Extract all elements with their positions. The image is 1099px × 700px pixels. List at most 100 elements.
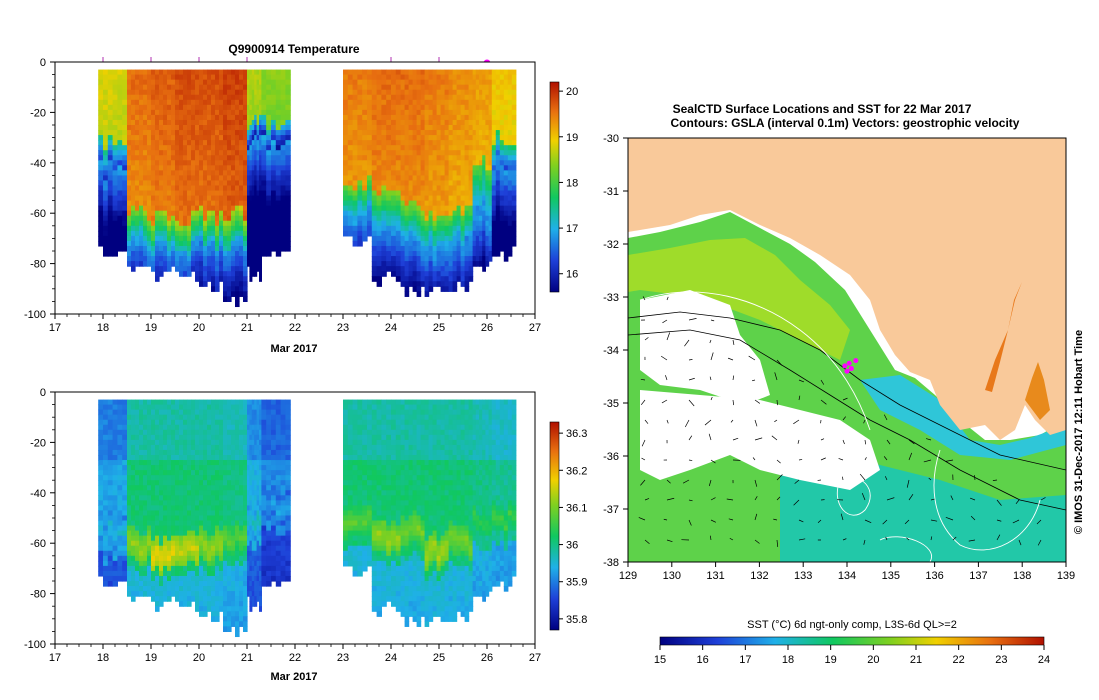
salinity-cell bbox=[127, 475, 132, 481]
temperature-cell bbox=[259, 94, 262, 101]
temperature-cell bbox=[456, 256, 462, 262]
salinity-cell bbox=[167, 465, 172, 471]
temperature-cell bbox=[436, 256, 442, 262]
salinity-cell bbox=[107, 429, 114, 436]
salinity-cell bbox=[135, 575, 140, 582]
temperature-cell bbox=[511, 240, 517, 247]
salinity-cell bbox=[199, 565, 204, 572]
temperature-cell bbox=[203, 89, 208, 96]
temperature-cell bbox=[352, 114, 358, 121]
temperature-cell bbox=[347, 130, 354, 136]
salinity-cell bbox=[191, 565, 196, 572]
temperature-cell bbox=[187, 245, 192, 252]
salinity-cell bbox=[191, 555, 196, 562]
temperature-cell bbox=[479, 225, 483, 232]
temperature-cell bbox=[261, 74, 267, 81]
salinity-cell bbox=[179, 455, 184, 461]
salinity-cell bbox=[127, 525, 132, 532]
temperature-cell bbox=[151, 195, 156, 202]
temperature-cell bbox=[285, 215, 291, 222]
temperature-cell bbox=[167, 74, 172, 81]
temperature-cell bbox=[195, 114, 200, 121]
temperature-cell bbox=[219, 74, 224, 81]
temperature-cell bbox=[171, 140, 176, 146]
temperature-cell bbox=[280, 150, 286, 156]
salinity-cell bbox=[103, 500, 109, 506]
temperature-cell bbox=[280, 170, 286, 176]
temperature-cell bbox=[464, 150, 470, 156]
temperature-cell bbox=[183, 69, 188, 76]
salinity-cell bbox=[122, 439, 128, 446]
temperature-cell bbox=[239, 210, 244, 217]
temperature-cell bbox=[139, 220, 144, 227]
temperature-cell bbox=[499, 140, 505, 146]
salinity-cell bbox=[171, 460, 176, 466]
temperature-cell bbox=[503, 150, 509, 156]
salinity-cell bbox=[195, 591, 200, 597]
temperature-cell bbox=[261, 140, 267, 146]
salinity-cell bbox=[167, 525, 172, 532]
salinity-cell bbox=[103, 581, 109, 587]
temperature-cell bbox=[460, 251, 466, 257]
salinity-cell bbox=[167, 596, 172, 602]
temperature-cell bbox=[135, 256, 140, 262]
temperature-cell bbox=[499, 215, 505, 222]
temperature-cell bbox=[280, 89, 286, 96]
temperature-cell bbox=[408, 271, 414, 277]
salinity-cell bbox=[98, 455, 104, 461]
salinity-cell bbox=[151, 535, 156, 542]
temperature-cell bbox=[428, 195, 434, 202]
temperature-cell bbox=[135, 240, 140, 247]
temperature-cell bbox=[147, 155, 152, 161]
salinity-cell bbox=[223, 606, 228, 612]
temperature-cell bbox=[215, 235, 220, 242]
salinity-cell bbox=[215, 555, 220, 562]
x-tick-label: 18 bbox=[97, 322, 109, 334]
temperature-cell bbox=[475, 210, 480, 217]
salinity-cell bbox=[143, 409, 148, 416]
salinity-cell bbox=[155, 601, 160, 607]
temperature-cell bbox=[139, 200, 144, 207]
salinity-cell bbox=[147, 575, 152, 582]
temperature-cell bbox=[495, 200, 501, 207]
temperature-cell bbox=[367, 230, 373, 237]
temperature-cell bbox=[371, 190, 378, 197]
temperature-cell bbox=[122, 89, 128, 96]
salinity-cell bbox=[207, 606, 212, 612]
temperature-cell bbox=[479, 185, 483, 192]
temperature-cell bbox=[211, 74, 216, 81]
temperature-cell bbox=[199, 230, 204, 237]
temperature-cell bbox=[432, 69, 438, 76]
temperature-cell bbox=[371, 185, 378, 192]
salinity-cell bbox=[143, 575, 148, 582]
temperature-cell bbox=[436, 99, 442, 106]
temperature-cell bbox=[211, 104, 216, 111]
temperature-cell bbox=[376, 104, 382, 111]
salinity-cell bbox=[203, 439, 208, 446]
temperature-cell bbox=[191, 230, 196, 237]
temperature-cell bbox=[107, 114, 114, 121]
temperature-cell bbox=[98, 140, 104, 146]
temperature-cell bbox=[432, 104, 438, 111]
temperature-cell bbox=[122, 79, 128, 86]
salinity-cell bbox=[163, 414, 168, 421]
temperature-cell bbox=[147, 160, 152, 166]
temperature-cell bbox=[259, 165, 262, 171]
temperature-cell bbox=[271, 225, 277, 232]
temperature-cell bbox=[223, 245, 228, 252]
salinity-cell bbox=[211, 601, 216, 607]
temperature-cell bbox=[468, 160, 474, 166]
salinity-cell bbox=[223, 565, 228, 572]
temperature-cell bbox=[420, 130, 426, 136]
temperature-cell bbox=[249, 180, 253, 187]
temperature-cell bbox=[412, 175, 418, 182]
temperature-cell bbox=[400, 175, 406, 182]
temperature-cell bbox=[456, 125, 462, 131]
temperature-cell bbox=[112, 251, 118, 257]
temperature-cell bbox=[479, 79, 483, 86]
temperature-cell bbox=[357, 119, 363, 126]
salinity-cell bbox=[151, 419, 156, 426]
temperature-cell bbox=[179, 160, 184, 166]
salinity-cell bbox=[107, 510, 114, 517]
temperature-cell bbox=[285, 185, 291, 192]
